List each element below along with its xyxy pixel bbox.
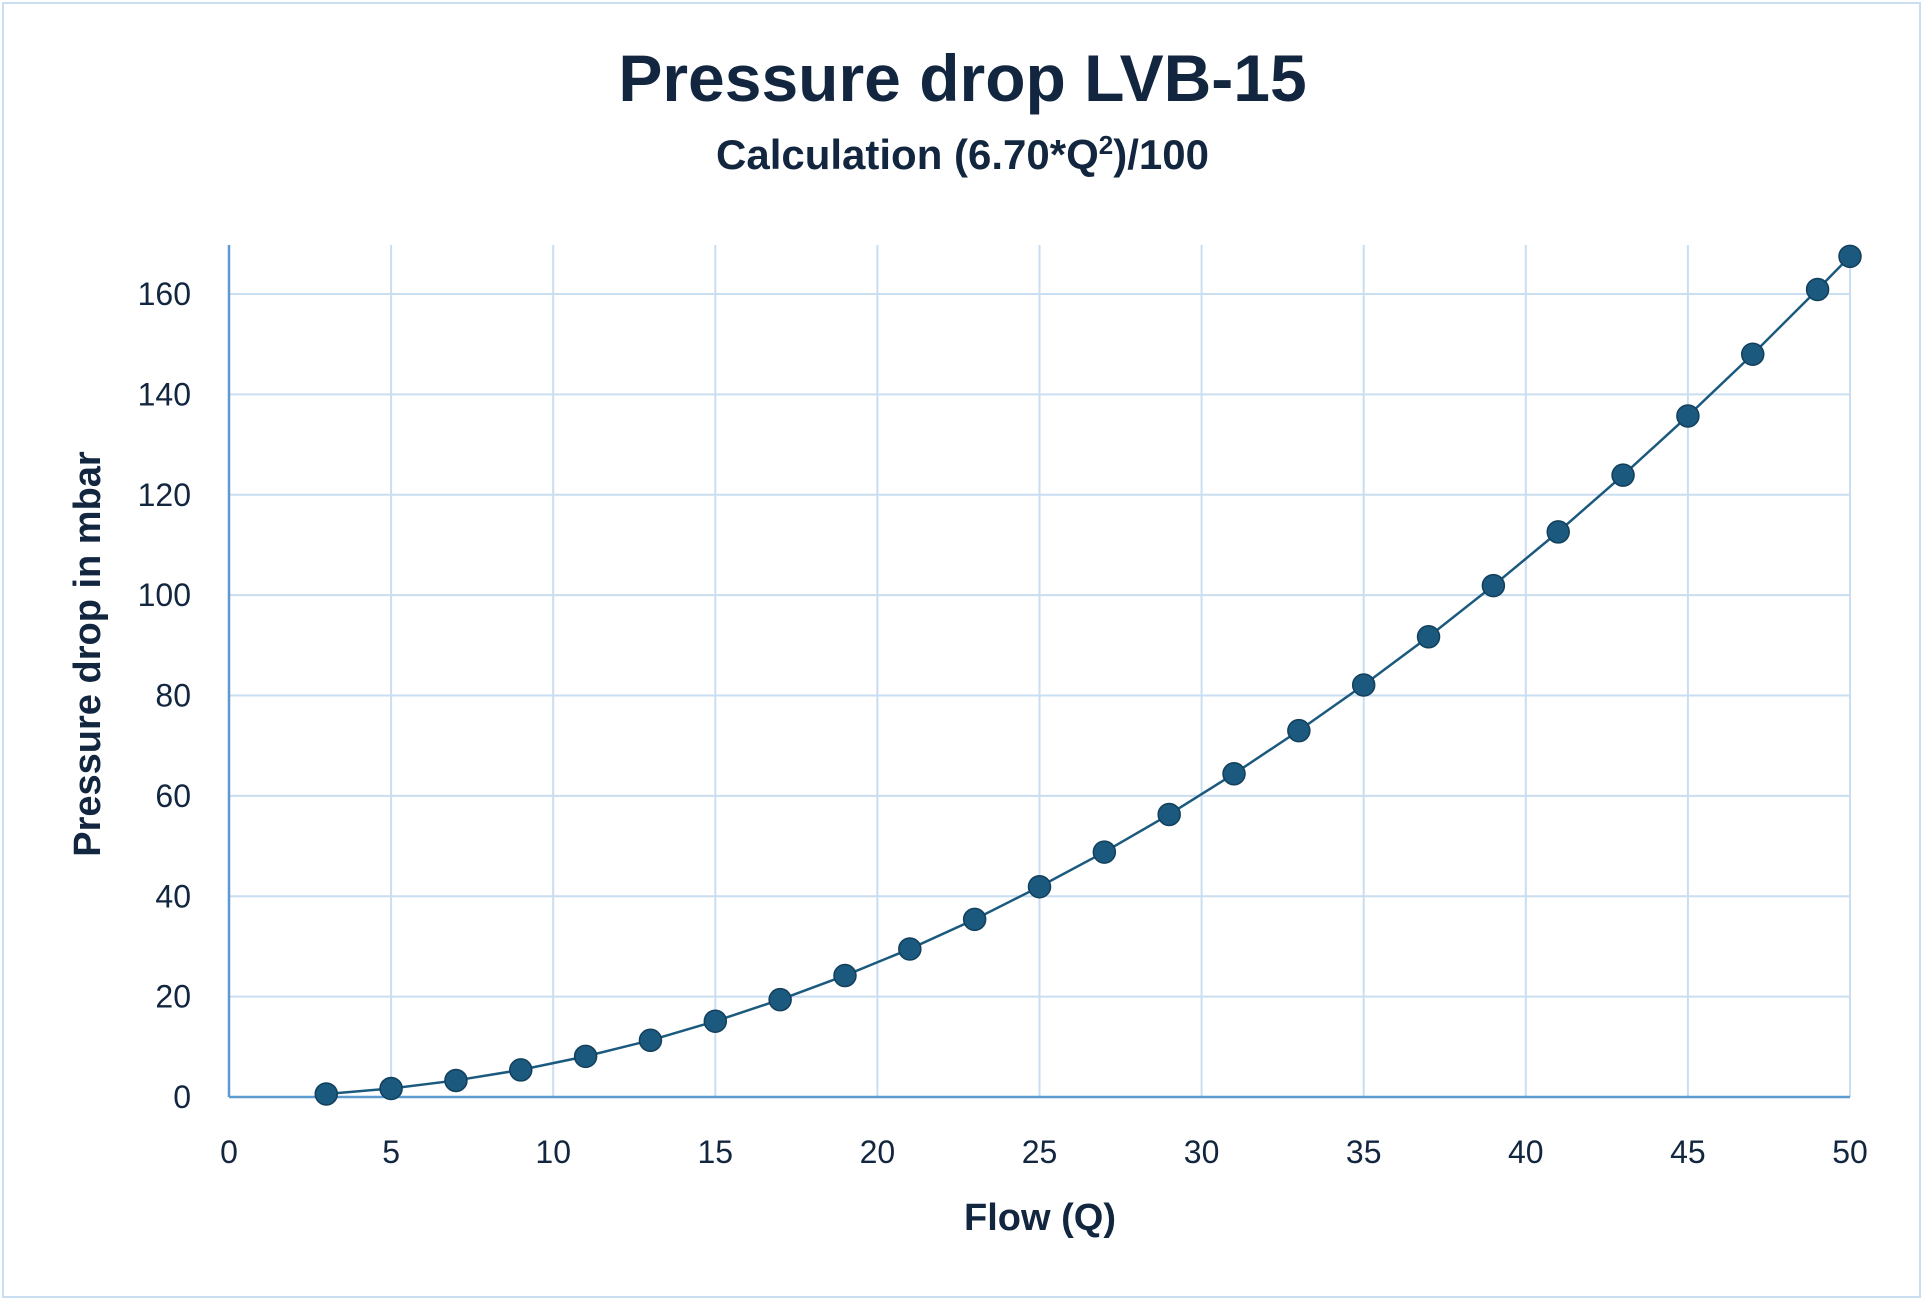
x-tick-label: 20 bbox=[860, 1134, 896, 1170]
data-point bbox=[962, 907, 987, 932]
data-point bbox=[444, 1068, 468, 1093]
data-point bbox=[1546, 520, 1570, 544]
data-point bbox=[1157, 802, 1181, 827]
data-point bbox=[1351, 673, 1376, 697]
subtitle-prefix: Calculation (6.70*Q bbox=[716, 131, 1099, 178]
series bbox=[314, 244, 1862, 1106]
y-tick-label: 20 bbox=[155, 979, 191, 1015]
data-point bbox=[1611, 463, 1635, 487]
series-line bbox=[326, 255, 1851, 1096]
tick-labels: 0 5 10 15 20 25 30 35 40 45 50 0 20 40 60 80 100 120 140 16… bbox=[138, 276, 1868, 1170]
data-point bbox=[768, 987, 792, 1012]
x-axis-label: Flow (Q) bbox=[964, 1197, 1116, 1239]
x-tick-label: 35 bbox=[1346, 1134, 1382, 1170]
grid bbox=[229, 245, 1851, 1098]
y-axis-label: Pressure drop in mbar bbox=[67, 451, 109, 857]
x-tick-label: 5 bbox=[382, 1134, 400, 1170]
data-point bbox=[314, 1082, 339, 1106]
subtitle-suffix: )/100 bbox=[1113, 131, 1209, 178]
data-point bbox=[1805, 277, 1830, 302]
y-tick-label: 140 bbox=[138, 376, 191, 412]
x-tick-label: 25 bbox=[1022, 1134, 1058, 1170]
y-tick-label: 60 bbox=[155, 778, 191, 814]
y-tick-label: 0 bbox=[173, 1079, 191, 1115]
subtitle-superscript: 2 bbox=[1098, 130, 1114, 160]
data-point bbox=[638, 1028, 663, 1053]
data-point bbox=[1416, 625, 1441, 649]
axes bbox=[227, 245, 1850, 1099]
data-point bbox=[898, 937, 922, 961]
x-tick-label: 10 bbox=[535, 1134, 571, 1170]
chart-title: Pressure drop LVB-15 bbox=[618, 41, 1307, 115]
y-tick-label: 160 bbox=[138, 276, 191, 312]
data-point bbox=[1481, 573, 1506, 598]
data-point bbox=[1287, 718, 1311, 743]
data-point bbox=[1027, 874, 1052, 899]
y-tick-label: 40 bbox=[155, 878, 191, 914]
y-tick-label: 100 bbox=[138, 577, 191, 613]
data-point bbox=[1838, 244, 1862, 269]
y-tick-label: 80 bbox=[155, 678, 191, 714]
data-point bbox=[1676, 404, 1700, 428]
x-tick-label: 45 bbox=[1670, 1134, 1706, 1170]
data-point bbox=[1222, 762, 1246, 786]
x-tick-label: 40 bbox=[1508, 1134, 1544, 1170]
data-point bbox=[1740, 342, 1765, 366]
x-tick-label: 0 bbox=[220, 1134, 238, 1170]
data-point bbox=[573, 1044, 598, 1069]
x-tick-label: 50 bbox=[1832, 1134, 1868, 1170]
y-tick-label: 120 bbox=[138, 477, 191, 513]
x-tick-label: 30 bbox=[1184, 1134, 1220, 1170]
data-point bbox=[509, 1058, 533, 1082]
x-tick-label: 15 bbox=[698, 1134, 734, 1170]
data-point bbox=[1092, 840, 1117, 864]
data-point bbox=[833, 963, 857, 988]
chart-subtitle: Calculation (6.70*Q2)/100 bbox=[0, 130, 1925, 179]
data-point bbox=[703, 1009, 728, 1033]
data-point bbox=[379, 1076, 403, 1101]
